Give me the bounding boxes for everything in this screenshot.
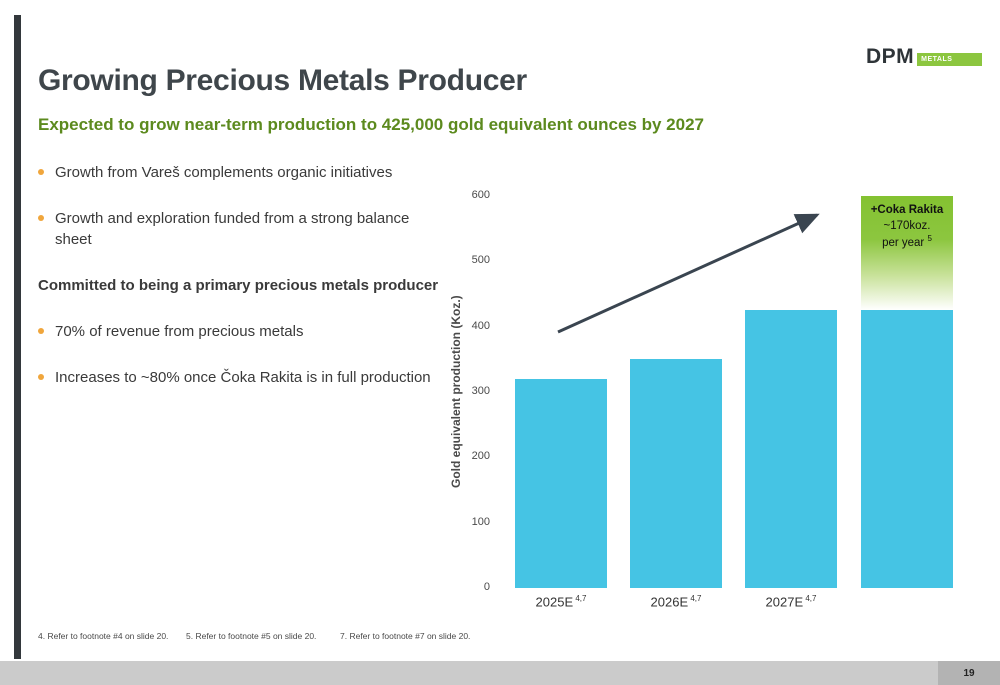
footnote: 5. Refer to footnote #5 on slide 20. <box>186 631 317 641</box>
y-tick-label: 200 <box>471 450 490 463</box>
x-axis-label: 2027E 4,7 <box>765 594 817 610</box>
annotation-title: +Coka Rakita <box>870 204 944 216</box>
bullet-text: Growth from Vareš complements organic in… <box>55 164 393 181</box>
bullet-item: Growth and exploration funded from a str… <box>38 208 443 250</box>
bullet-text: Increases to ~80% once Čoka Rakita is in… <box>55 369 431 386</box>
subtitle: Expected to grow near-term production to… <box>38 115 704 135</box>
x-axis-label: 2026E 4,7 <box>650 594 702 610</box>
annotation-line2: ~170koz. <box>883 219 931 232</box>
y-tick-label: 600 <box>471 189 490 201</box>
y-tick-label: 300 <box>471 385 490 397</box>
bullet-text: 70% of revenue from precious metals <box>55 323 304 340</box>
bullet-item: Increases to ~80% once Čoka Rakita is in… <box>38 367 443 388</box>
logo-dpm-text: DPM <box>866 45 915 68</box>
bullet-text: Growth and exploration funded from a str… <box>55 210 410 248</box>
dpm-metals-logo: DPM METALS <box>866 45 983 68</box>
bullet-dot-icon <box>38 215 44 221</box>
bar-2025E <box>515 379 607 588</box>
footnote: 4. Refer to footnote #4 on slide 20. <box>38 631 169 641</box>
bullet-dot-icon <box>38 169 44 175</box>
footnotes: 4. Refer to footnote #4 on slide 20. 5. R… <box>38 631 638 645</box>
y-tick-label: 0 <box>483 581 490 593</box>
bullet-dot-icon <box>38 374 44 380</box>
bottom-bar: 19 <box>0 661 1000 685</box>
bar-coka-rakita <box>861 310 953 588</box>
annotation-line3: per year 5 <box>882 234 932 249</box>
section-heading: Committed to being a primary precious me… <box>38 275 443 296</box>
bullet-dot-icon <box>38 328 44 334</box>
bullet-item: Growth from Vareš complements organic in… <box>38 162 443 183</box>
y-tick-label: 400 <box>471 319 490 332</box>
bullet-list: Growth from Vareš complements organic in… <box>38 162 443 413</box>
y-tick-label: 500 <box>471 254 490 267</box>
logo-metals-text: METALS <box>917 53 983 66</box>
bullet-item: 70% of revenue from precious metals <box>38 321 443 342</box>
footnote: 7. Refer to footnote #7 on slide 20. <box>340 631 471 641</box>
page-number: 19 <box>938 661 1000 685</box>
y-tick-label: 100 <box>471 515 490 528</box>
coka-rakita-annotation: +Coka Rakita ~170koz. per year 5 <box>861 196 953 311</box>
x-axis-label: 2025E 4,7 <box>535 594 587 610</box>
left-accent-bar <box>14 15 21 659</box>
bullet-text: Committed to being a primary precious me… <box>38 277 439 294</box>
bar-2026E <box>630 359 722 588</box>
plot-area: 2025E 4,7 2026E 4,7 2027E 4,7 +Coka Rakita ~… <box>505 196 975 609</box>
bar-2027E <box>745 310 837 588</box>
page-title: Growing Precious Metals Producer <box>38 64 527 98</box>
